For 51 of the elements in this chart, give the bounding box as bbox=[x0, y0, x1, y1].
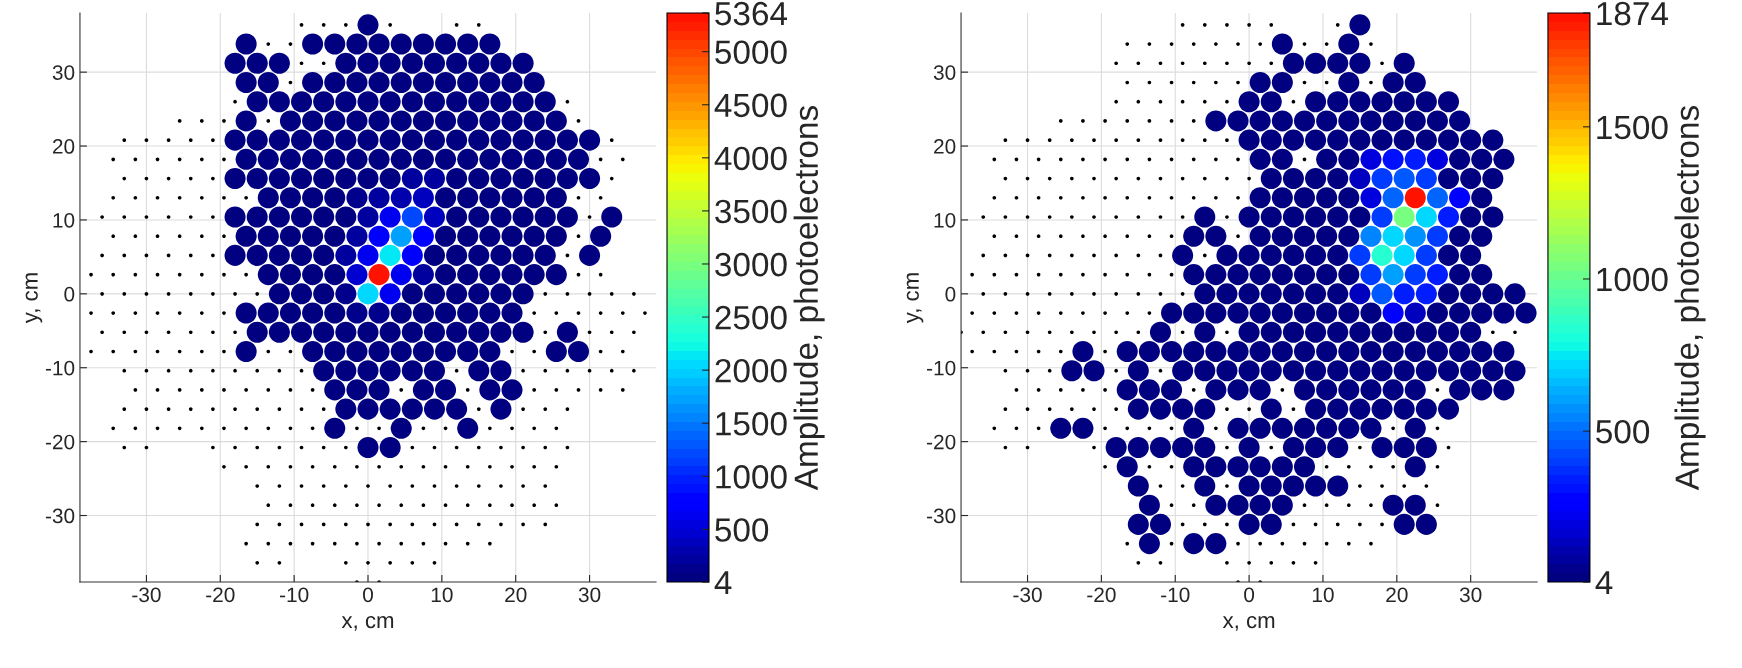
x-tick-label: 0 bbox=[1244, 587, 1255, 603]
x-tick-label: 10 bbox=[1312, 587, 1334, 603]
color-bar-label: 5000 bbox=[715, 40, 787, 65]
x-axis-title: x, cm bbox=[341, 616, 394, 631]
y-tick-label: 10 bbox=[934, 212, 956, 228]
x-tick-label: 10 bbox=[431, 587, 453, 603]
y-tick-label: -30 bbox=[927, 508, 956, 524]
color-bar-title: Amplitude, photoelectrons bbox=[1674, 106, 1706, 491]
color-bar-label: 5364 bbox=[715, 1, 788, 26]
x-tick-label: 20 bbox=[505, 587, 527, 603]
y-tick-label: 20 bbox=[934, 139, 956, 154]
x-axis-title: x, cm bbox=[1222, 616, 1275, 631]
y-tick-label: 10 bbox=[53, 212, 75, 228]
color-bar-label: 1500 bbox=[716, 412, 787, 436]
x-tick-label: -30 bbox=[132, 587, 161, 603]
y-axis-title: y, cm bbox=[25, 273, 43, 324]
color-bar-label: 2000 bbox=[715, 358, 787, 383]
color-bar-label: 4 bbox=[714, 571, 732, 595]
y-tick-label: -10 bbox=[45, 360, 75, 376]
color-bar-label: 1874 bbox=[1597, 1, 1668, 26]
y-tick-label: -30 bbox=[45, 508, 75, 524]
x-tick-label: -20 bbox=[206, 587, 235, 603]
color-bar-label: 1500 bbox=[1597, 115, 1668, 140]
color-bar-label: 2500 bbox=[715, 305, 787, 330]
y-tick-label: 0 bbox=[64, 286, 75, 302]
y-tick-label: 0 bbox=[945, 286, 956, 302]
x-tick-label: 30 bbox=[578, 587, 601, 603]
y-tick-label: -20 bbox=[45, 434, 75, 450]
y-tick-label: 30 bbox=[52, 65, 75, 80]
y-tick-label: 20 bbox=[52, 139, 75, 154]
color-bar-label: 4000 bbox=[714, 146, 787, 171]
x-tick-label: 20 bbox=[1386, 587, 1408, 603]
color-bar-label: 1000 bbox=[716, 465, 787, 489]
color-bar-label: 3000 bbox=[715, 252, 787, 277]
color-bar-label: 4 bbox=[1595, 571, 1613, 595]
color-bar-label: 4500 bbox=[714, 93, 787, 118]
x-tick-label: -30 bbox=[1013, 587, 1042, 603]
color-bar-label: 1000 bbox=[1597, 267, 1668, 292]
color-bar-label: 3500 bbox=[715, 199, 787, 224]
y-tick-label: -10 bbox=[927, 360, 956, 376]
color-bar-title: Amplitude, photoelectrons bbox=[793, 106, 825, 491]
x-tick-label: 0 bbox=[363, 587, 373, 603]
x-tick-label: -10 bbox=[280, 587, 309, 603]
x-tick-label: 30 bbox=[1459, 587, 1482, 603]
color-bar-label: 500 bbox=[1596, 419, 1650, 444]
y-axis-title: y, cm bbox=[906, 273, 924, 324]
color-bar-label: 500 bbox=[715, 518, 769, 542]
y-tick-label: 30 bbox=[933, 65, 956, 80]
y-tick-label: -20 bbox=[927, 434, 956, 450]
x-tick-label: -10 bbox=[1161, 587, 1190, 603]
x-tick-label: -20 bbox=[1087, 587, 1116, 603]
